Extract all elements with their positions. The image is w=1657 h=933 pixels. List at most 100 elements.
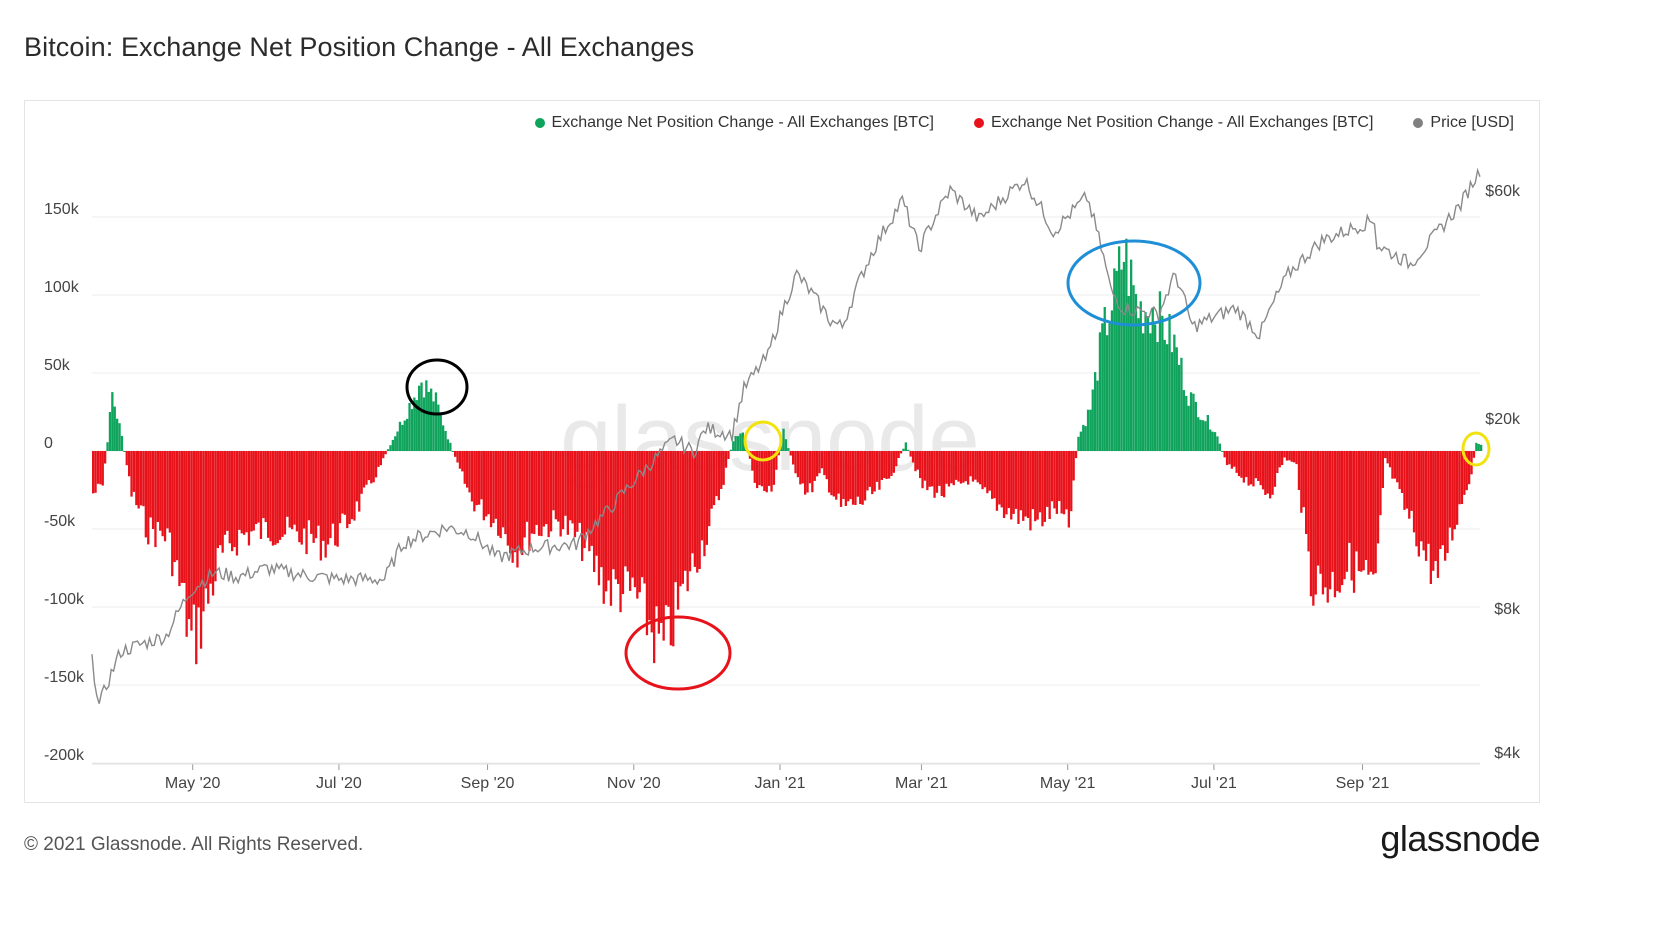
net-position-bar: [1206, 415, 1209, 451]
net-position-bar: [1245, 451, 1248, 478]
net-position-bar: [147, 451, 150, 545]
net-position-bar: [863, 451, 867, 501]
net-position-bar: [267, 451, 270, 538]
net-position-bar: [787, 448, 790, 451]
net-position-bar: [257, 451, 260, 523]
net-position-bar: [175, 451, 179, 561]
net-position-bar: [487, 451, 490, 515]
net-position-bar: [724, 451, 728, 468]
net-position-bar: [1360, 451, 1363, 572]
net-position-bar: [727, 451, 730, 459]
net-position-bar: [1355, 451, 1358, 552]
net-position-bar: [1465, 451, 1468, 491]
net-position-bar: [684, 451, 687, 571]
net-position-bar: [406, 418, 409, 451]
net-position-bar: [1297, 451, 1301, 490]
net-position-bar: [1331, 451, 1334, 572]
net-position-bar: [674, 451, 677, 583]
net-position-bar: [614, 451, 617, 580]
net-position-bar: [1022, 451, 1025, 521]
net-position-bar: [1221, 451, 1224, 452]
net-position-bar: [1369, 451, 1372, 572]
net-position-bar: [624, 451, 627, 567]
net-position-bar: [135, 451, 138, 506]
net-position-bar: [1060, 451, 1063, 514]
net-position-bar: [350, 451, 354, 520]
net-position-bar: [279, 451, 282, 540]
net-position-bar: [319, 451, 322, 561]
net-position-bar: [1422, 451, 1425, 551]
net-position-bar: [849, 451, 852, 500]
legend-item-inflow[interactable]: Exchange Net Position Change - All Excha…: [534, 114, 934, 132]
annotation-blue-circle: [1066, 239, 1202, 327]
net-position-bar: [871, 451, 874, 495]
net-position-bar: [777, 451, 780, 456]
net-position-bar: [1446, 451, 1449, 553]
net-position-bar: [1151, 307, 1154, 451]
net-position-bar: [1460, 451, 1464, 504]
net-position-bar: [653, 451, 656, 664]
annotations: [405, 239, 1491, 691]
net-position-bar: [672, 451, 675, 647]
net-position-bar: [676, 451, 680, 610]
net-position-bar: [763, 451, 766, 491]
net-position-bar: [883, 451, 886, 478]
net-position-bar: [291, 451, 294, 530]
net-position-bar: [916, 451, 919, 470]
net-position-bar: [1480, 444, 1483, 451]
net-position-bar: [1012, 451, 1015, 514]
net-position-bar: [732, 441, 735, 451]
net-position-bar: [415, 400, 418, 451]
net-position-bar: [228, 451, 231, 544]
net-position-bar: [1374, 451, 1377, 574]
net-position-bar: [142, 451, 145, 507]
net-position-bar: [919, 451, 922, 479]
net-position-bar: [581, 451, 584, 561]
net-position-bar: [693, 451, 696, 567]
net-position-bar: [995, 451, 999, 511]
net-position-bar: [329, 451, 332, 539]
net-position-bar: [1043, 451, 1046, 522]
legend-item-price[interactable]: Price [USD]: [1413, 114, 1514, 132]
net-position-bar: [1372, 451, 1375, 575]
net-position-bar: [391, 439, 394, 451]
glassnode-logo[interactable]: glassnode: [1380, 818, 1540, 859]
net-position-bar: [1295, 451, 1298, 465]
net-position-bar: [979, 451, 982, 485]
legend-item-outflow[interactable]: Exchange Net Position Change - All Excha…: [973, 114, 1373, 132]
net-position-bar: [1187, 405, 1190, 451]
net-position-bar: [1420, 451, 1423, 542]
net-position-bar: [854, 451, 857, 505]
net-position-bar: [991, 451, 994, 499]
net-position-bar: [557, 451, 560, 522]
net-position-bar: [104, 451, 107, 464]
legend-label: Exchange Net Position Change - All Excha…: [551, 114, 934, 131]
net-position-bar: [943, 451, 946, 498]
net-position-bar: [511, 451, 514, 563]
net-position-bar: [427, 391, 430, 451]
x-tick-label: Jan '21: [754, 775, 805, 792]
net-position-bar: [590, 451, 593, 546]
legend-label: Price [USD]: [1430, 114, 1514, 131]
net-position-bar: [156, 451, 159, 522]
net-position-bar: [1410, 451, 1413, 511]
net-position-bar: [1034, 451, 1037, 522]
net-position-bar: [1079, 431, 1082, 451]
net-position-bar: [521, 451, 524, 555]
net-position-bar: [847, 451, 850, 502]
net-position-bar: [739, 433, 742, 451]
net-position-bar: [281, 451, 284, 537]
net-position-bar: [1405, 451, 1408, 509]
net-position-bar: [950, 451, 953, 484]
net-position-bar: [398, 421, 402, 451]
net-position-bar: [931, 451, 934, 487]
net-position-bar: [1451, 451, 1454, 541]
net-position-bar: [1142, 333, 1145, 451]
net-position-bar: [679, 451, 682, 587]
net-position-bar: [250, 451, 253, 532]
net-position-bar: [832, 451, 835, 497]
net-position-bar: [336, 451, 339, 547]
net-position-bar: [1177, 365, 1181, 451]
net-position-bar: [1249, 451, 1253, 485]
